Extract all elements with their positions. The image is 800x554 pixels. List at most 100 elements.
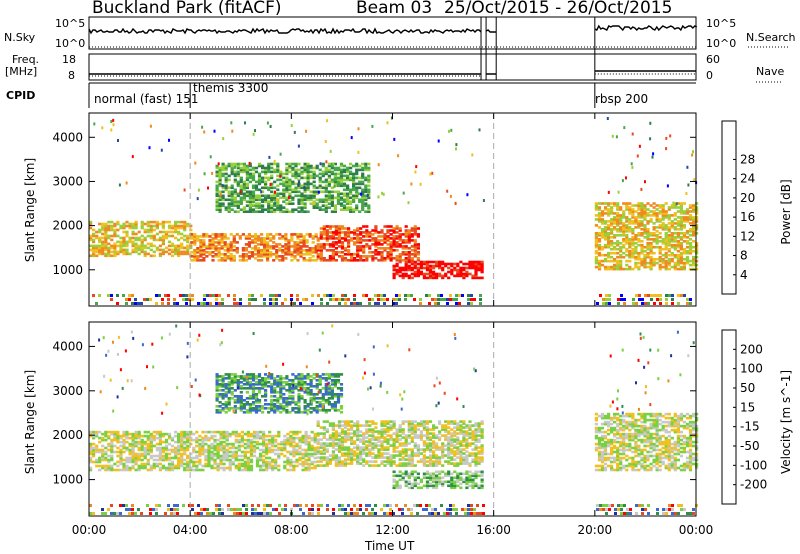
data-cell — [104, 434, 108, 438]
data-cell — [640, 187, 643, 191]
data-cell — [322, 428, 326, 431]
data-cell — [110, 442, 114, 446]
data-cell — [285, 182, 289, 186]
data-cell — [204, 456, 208, 460]
data-cell — [259, 442, 263, 446]
data-cell — [245, 178, 249, 182]
data-cell — [404, 260, 408, 264]
data-cell — [395, 268, 399, 272]
data-cell — [667, 222, 671, 225]
data-cell — [413, 430, 417, 433]
data-cell — [273, 204, 277, 207]
data-cell — [261, 166, 265, 170]
data-cell — [616, 265, 620, 269]
data-cell — [597, 238, 602, 241]
data-cell — [250, 239, 255, 242]
data-cell — [634, 238, 638, 241]
data-cell — [216, 456, 220, 460]
data-cell — [255, 456, 260, 460]
data-cell — [207, 452, 211, 456]
data-cell — [113, 434, 117, 438]
data-cell — [333, 180, 337, 184]
data-cell — [131, 436, 135, 440]
data-cell — [367, 178, 371, 182]
data-cell — [643, 253, 647, 257]
data-cell — [230, 170, 234, 174]
data-cell — [264, 176, 268, 180]
data-cell — [386, 434, 390, 437]
data-cell — [337, 235, 342, 238]
data-cell — [343, 231, 348, 234]
data-cell — [234, 438, 238, 442]
data-cell — [367, 190, 371, 194]
nsky-trace — [594, 24, 698, 32]
data-cell — [224, 178, 228, 182]
data-cell — [679, 238, 683, 241]
data-cell — [611, 134, 614, 138]
data-cell — [288, 200, 292, 203]
data-cell — [607, 208, 611, 211]
data-cell — [330, 204, 334, 207]
data-cell — [240, 468, 244, 472]
data-cell — [177, 254, 181, 258]
data-cell — [470, 508, 473, 511]
data-cell — [149, 436, 153, 440]
data-cell — [266, 237, 270, 240]
data-cell — [594, 224, 598, 227]
data-cell — [364, 196, 368, 200]
data-cell — [298, 436, 302, 440]
data-cell — [311, 508, 314, 511]
data-cell — [321, 164, 325, 168]
data-cell — [119, 452, 123, 456]
data-cell — [605, 508, 608, 511]
data-cell — [98, 448, 102, 452]
data-cell — [211, 247, 215, 250]
data-cell — [110, 234, 114, 238]
data-cell — [101, 438, 105, 442]
data-cell — [245, 176, 249, 180]
data-cell — [302, 257, 306, 260]
data-cell — [695, 210, 699, 213]
data-cell — [243, 446, 247, 450]
data-cell — [219, 436, 223, 440]
data-cell — [428, 294, 431, 297]
data-cell — [622, 214, 626, 217]
data-cell — [600, 214, 605, 217]
data-cell — [695, 245, 699, 249]
data-cell — [619, 230, 623, 233]
data-cell — [661, 253, 665, 257]
data-cell — [283, 434, 287, 438]
data-cell — [119, 444, 123, 448]
data-cell — [359, 259, 363, 262]
data-cell — [343, 259, 348, 262]
data-cell — [125, 220, 129, 224]
data-cell — [434, 508, 437, 511]
data-cell — [670, 265, 674, 269]
data-cell — [450, 264, 454, 268]
data-cell — [637, 253, 641, 257]
data-cell — [180, 460, 184, 464]
data-cell — [640, 224, 644, 227]
data-cell — [234, 466, 238, 470]
data-cell — [410, 245, 414, 248]
data-cell — [92, 232, 96, 236]
data-cell — [285, 180, 289, 184]
data-cell — [182, 504, 185, 507]
data-cell — [95, 244, 99, 248]
data-cell — [679, 220, 683, 223]
data-cell — [350, 136, 353, 140]
data-cell — [630, 162, 633, 166]
data-cell — [253, 257, 258, 260]
data-cell — [413, 424, 417, 427]
data-cell — [607, 242, 611, 245]
data-cell — [602, 504, 605, 507]
data-cell — [443, 298, 446, 301]
data-cell — [190, 251, 194, 254]
data-cell — [311, 241, 315, 244]
data-cell — [419, 270, 423, 274]
data-cell — [670, 236, 674, 239]
data-cell — [92, 244, 96, 248]
data-cell — [347, 243, 351, 246]
data-cell — [330, 200, 334, 203]
data-cell — [367, 192, 371, 196]
